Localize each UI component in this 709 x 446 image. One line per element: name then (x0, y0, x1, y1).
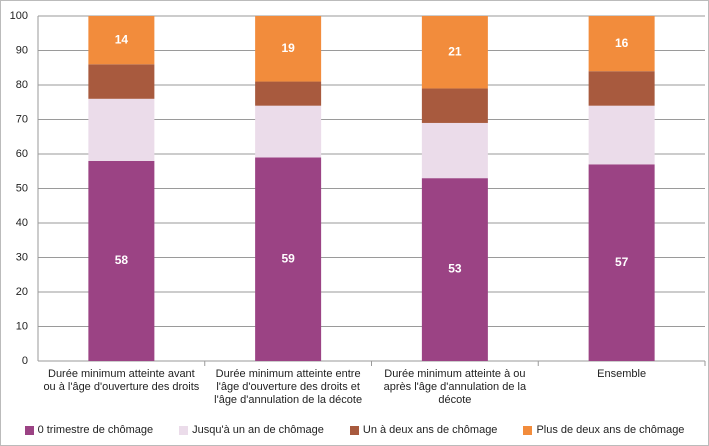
bar-segment (421, 16, 488, 89)
data-label: 14 (115, 32, 129, 46)
bar-segment (88, 16, 155, 65)
bar-segment (88, 160, 155, 361)
legend-label: Plus de deux ans de chômage (536, 424, 685, 436)
data-label: 19 (281, 41, 295, 55)
legend: 0 trimestre de chômage Jusqu'à un an de c… (0, 424, 709, 436)
x-tick-label: Durée minimum atteinte à ou après l'âge … (383, 368, 527, 406)
bar-segment (421, 178, 488, 361)
data-label: 59 (281, 251, 295, 265)
data-label: 57 (615, 255, 629, 269)
bar-segment (255, 81, 322, 106)
y-tick-label: 100 (10, 10, 28, 22)
bar-segment (255, 157, 322, 361)
bar-segment (588, 16, 655, 72)
legend-label: 0 trimestre de chômage (37, 424, 154, 436)
data-label: 58 (115, 253, 129, 267)
bar-segment (421, 122, 488, 179)
legend-swatch (523, 425, 533, 435)
legend-swatch (179, 425, 189, 435)
legend-swatch (24, 425, 34, 435)
y-tick-label: 20 (16, 286, 28, 298)
y-tick-label: 50 (16, 182, 28, 194)
bar-segment (88, 64, 155, 99)
legend-item: Un à deux ans de chômage (349, 424, 498, 436)
legend-item: Jusqu'à un an de chômage (179, 424, 324, 436)
bar-segment (88, 98, 155, 161)
bar-segment (588, 164, 655, 361)
y-tick-label: 70 (16, 113, 28, 125)
legend-swatch (349, 425, 359, 435)
y-tick-label: 90 (16, 44, 28, 56)
y-tick-label: 0 (22, 355, 28, 367)
data-label: 21 (448, 44, 462, 58)
bar-segment (255, 16, 322, 82)
data-label: 53 (448, 262, 462, 276)
legend-item: Plus de deux ans de chômage (523, 424, 684, 436)
y-tick-label: 30 (16, 251, 28, 263)
x-tick-label: Ensemble (597, 368, 647, 380)
y-tick-label: 60 (16, 148, 28, 160)
x-tick-label: Durée minimum atteinte entre l'âge d'ouv… (214, 368, 363, 406)
bar-segment (588, 105, 655, 165)
legend-label: Jusqu'à un an de chômage (192, 424, 324, 436)
bar-segment (588, 71, 655, 106)
legend-item: 0 trimestre de chômage (24, 424, 154, 436)
y-tick-label: 40 (16, 217, 28, 229)
y-tick-label: 80 (16, 79, 28, 91)
y-tick-label: 10 (16, 320, 28, 332)
x-tick-label: Durée minimum atteinte avant ou à l'âge … (43, 368, 200, 393)
bar-segment (421, 88, 488, 123)
data-label: 16 (615, 36, 629, 50)
legend-label: Un à deux ans de chômage (362, 424, 498, 436)
bar-segment (255, 105, 322, 158)
